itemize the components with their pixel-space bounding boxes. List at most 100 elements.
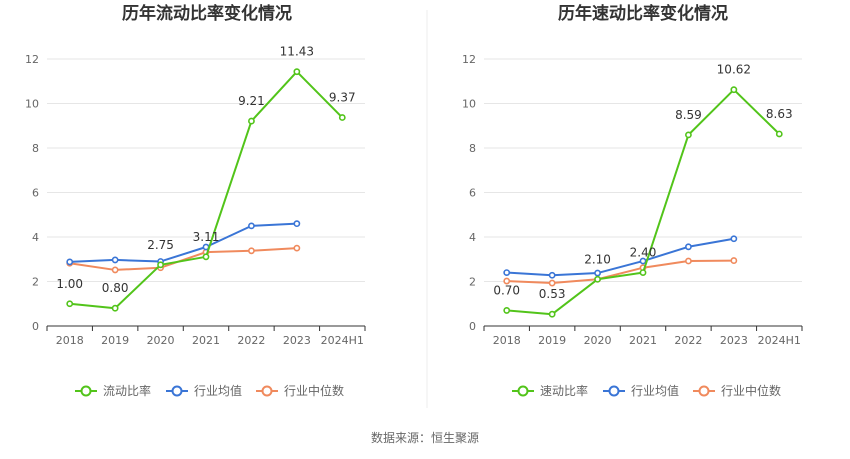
data-point[interactable] [730, 257, 738, 264]
data-point[interactable] [111, 266, 119, 274]
legend-marker [261, 385, 273, 397]
x-tick-label: 2023 [720, 334, 748, 347]
data-point[interactable] [503, 277, 511, 285]
y-tick-label: 6 [469, 187, 476, 200]
data-point[interactable] [503, 269, 511, 276]
data-label: 3.11 [193, 230, 220, 244]
x-tick-label: 2022 [237, 334, 265, 347]
quick-ratio-chart: 历年速动比率变化情况 0 2 4 6 8 10 12 2018 2019 2020 2021 2022 2… [462, 3, 803, 398]
data-point[interactable] [730, 86, 738, 94]
series-line-1 [506, 237, 735, 277]
legend-label: 行业均值 [194, 383, 242, 398]
x-tick-label: 2020 [147, 334, 175, 347]
data-point[interactable] [639, 257, 647, 265]
data-point[interactable] [248, 222, 255, 230]
legend-marker [171, 385, 183, 397]
y-tick-label: 2 [469, 276, 476, 289]
legend-label: 行业中位数 [721, 383, 781, 398]
legend-item-1[interactable]: 行业均值 [603, 383, 679, 398]
legend-label: 速动比率 [540, 383, 588, 398]
data-point[interactable] [248, 247, 255, 255]
series-line-0 [69, 70, 343, 310]
y-tick-label: 8 [469, 142, 476, 155]
legend-label: 行业均值 [631, 383, 679, 398]
data-point[interactable] [548, 310, 556, 318]
data-label: 0.70 [493, 283, 520, 297]
legend-item-2[interactable]: 行业中位数 [693, 383, 781, 398]
series-line-1 [69, 222, 297, 263]
series-line-2 [506, 259, 734, 285]
legend-item-0[interactable]: 速动比率 [512, 383, 588, 398]
data-label: 9.37 [329, 91, 356, 105]
y-tick-label: 4 [469, 231, 476, 244]
data-point[interactable] [202, 253, 210, 261]
data-point[interactable] [775, 130, 783, 138]
data-point[interactable] [66, 300, 74, 308]
y-tick-label: 10 [25, 98, 39, 111]
data-point[interactable] [730, 235, 738, 243]
data-label: 8.63 [766, 107, 793, 121]
y-tick-label: 4 [32, 231, 39, 244]
data-point[interactable] [66, 258, 74, 266]
y-tick-label: 2 [32, 276, 39, 289]
x-tick-label: 2023 [283, 334, 311, 347]
series-line-2 [69, 247, 297, 271]
data-point[interactable] [248, 117, 255, 125]
chart-title: 历年流动比率变化情况 [122, 3, 292, 24]
legend-item-2[interactable]: 行业中位数 [256, 383, 344, 398]
data-label: 8.59 [675, 108, 702, 122]
data-point[interactable] [503, 307, 511, 314]
x-tick-label: 2022 [674, 334, 702, 347]
source-label: 数据来源：恒生聚源 [371, 430, 479, 445]
data-point[interactable] [548, 271, 556, 279]
x-tick-label: 2024H1 [321, 334, 364, 347]
data-point[interactable] [639, 269, 647, 276]
x-tick-label: 2019 [101, 334, 129, 347]
data-point[interactable] [594, 269, 601, 277]
x-tick-label: 2024H1 [758, 334, 801, 347]
x-tick-label: 2019 [538, 334, 566, 347]
data-label: 2.75 [147, 238, 174, 252]
x-tick-label: 2018 [56, 334, 84, 347]
legend-marker [517, 385, 529, 397]
data-point[interactable] [157, 261, 164, 269]
legend-marker [608, 385, 620, 397]
legend-marker [698, 385, 710, 397]
x-tick-label: 2021 [629, 334, 657, 347]
x-tick-label: 2020 [584, 334, 612, 347]
data-point[interactable] [685, 257, 692, 265]
data-point[interactable] [685, 131, 692, 139]
data-point[interactable] [338, 114, 346, 121]
data-label: 10.62 [717, 63, 751, 77]
data-label: 2.10 [584, 252, 611, 266]
y-tick-label: 6 [32, 187, 39, 200]
y-tick-label: 0 [32, 320, 39, 333]
legend-item-0[interactable]: 流动比率 [75, 383, 151, 398]
data-label: 9.21 [238, 94, 265, 108]
data-point[interactable] [685, 243, 692, 251]
legend-marker [80, 385, 92, 397]
data-point[interactable] [111, 304, 119, 312]
data-label: 0.80 [102, 281, 129, 295]
x-tick-label: 2018 [493, 334, 521, 347]
legend-item-1[interactable]: 行业均值 [166, 383, 242, 398]
legend-label: 流动比率 [103, 383, 151, 398]
data-point[interactable] [548, 279, 556, 287]
data-point[interactable] [293, 220, 301, 228]
series-line-0 [506, 88, 780, 316]
y-tick-label: 12 [25, 53, 39, 66]
x-tick-label: 2021 [192, 334, 220, 347]
data-label: 1.00 [56, 277, 83, 291]
data-point[interactable] [293, 244, 301, 252]
data-point[interactable] [293, 68, 301, 76]
data-point[interactable] [594, 275, 601, 283]
y-tick-label: 0 [469, 320, 476, 333]
current-ratio-chart: 历年流动比率变化情况 0 2 4 6 8 10 12 2018 2019 2020 2021 2022 2… [25, 3, 366, 398]
y-tick-label: 8 [32, 142, 39, 155]
data-label: 2.40 [630, 246, 657, 260]
data-point[interactable] [111, 256, 119, 264]
data-label: 0.53 [539, 287, 566, 301]
y-tick-label: 10 [462, 98, 476, 111]
legend-label: 行业中位数 [284, 383, 344, 398]
